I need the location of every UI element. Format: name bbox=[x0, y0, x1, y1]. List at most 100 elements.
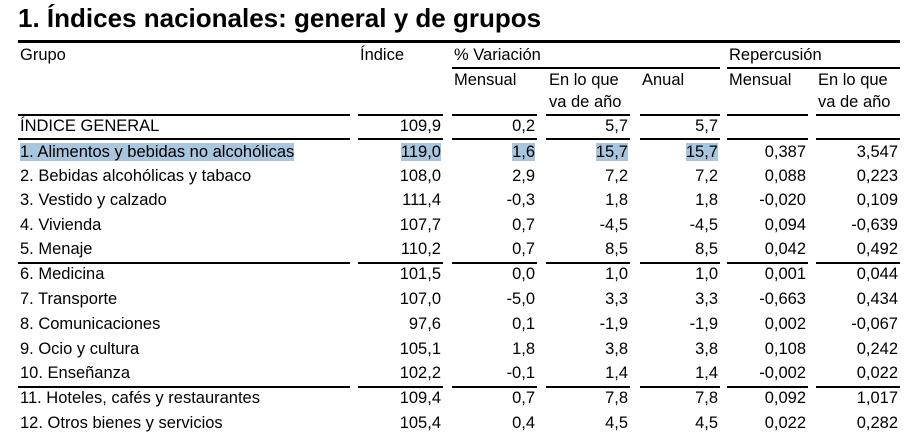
cell-rep-ano: 1,017 bbox=[856, 389, 898, 407]
header-variacion: % Variación bbox=[454, 46, 541, 64]
cell-var-mensual: 0,7 bbox=[512, 240, 535, 258]
divider bbox=[727, 67, 900, 69]
cell-var-mensual: 0,4 bbox=[512, 414, 535, 432]
cell-rep-mensual: -0,002 bbox=[759, 364, 806, 382]
header-repercusion: Repercusión bbox=[729, 46, 822, 64]
cell-indice: 101,5 bbox=[399, 265, 441, 283]
cell-var-mensual: -0,3 bbox=[506, 191, 535, 209]
cell-var-anual: 1,0 bbox=[695, 265, 718, 283]
cell-var-anual: 1,8 bbox=[695, 191, 718, 209]
page-title: 1. Índices nacionales: general y de grup… bbox=[18, 3, 542, 33]
cell-rep-mensual: 0,387 bbox=[764, 143, 806, 161]
cell-rep-ano: 0,022 bbox=[856, 364, 898, 382]
cell-var-mensual: 0,2 bbox=[512, 117, 535, 135]
cell-var-mensual: 1,6 bbox=[512, 143, 535, 161]
cell-var-ano: 7,8 bbox=[605, 389, 628, 407]
cell-grupo: 4. Vivienda bbox=[20, 216, 102, 234]
header-var-ano-2: va de año bbox=[549, 93, 622, 111]
cell-rep-ano: -0,639 bbox=[851, 216, 898, 234]
cell-var-ano: 3,8 bbox=[605, 340, 628, 358]
header-rep-ano-1: En lo que bbox=[818, 71, 888, 89]
divider bbox=[816, 386, 900, 388]
cell-indice: 110,2 bbox=[400, 240, 441, 258]
cell-rep-ano: 0,492 bbox=[856, 240, 898, 258]
cell-rep-mensual: -0,020 bbox=[759, 191, 806, 209]
cell-var-anual: -1,9 bbox=[689, 315, 718, 333]
cell-var-ano: 3,3 bbox=[605, 290, 628, 308]
divider bbox=[452, 386, 537, 388]
cell-grupo: 7. Transporte bbox=[20, 290, 118, 308]
cell-var-ano: 8,5 bbox=[605, 240, 628, 258]
cell-var-mensual: 0,7 bbox=[512, 216, 535, 234]
divider bbox=[546, 114, 630, 116]
divider bbox=[727, 386, 808, 388]
divider bbox=[546, 138, 630, 140]
cell-var-mensual: 0,0 bbox=[512, 265, 535, 283]
divider bbox=[452, 67, 720, 69]
header-rep-mensual: Mensual bbox=[729, 71, 792, 89]
divider bbox=[816, 262, 900, 264]
cell-indice: 109,9 bbox=[399, 117, 441, 135]
divider bbox=[358, 262, 443, 264]
cell-var-ano: 15,7 bbox=[595, 143, 628, 161]
cell-var-anual: 15,7 bbox=[685, 143, 718, 161]
cell-var-ano: 1,8 bbox=[605, 191, 628, 209]
cell-grupo: 2. Bebidas alcohólicas y tabaco bbox=[20, 167, 252, 185]
cell-rep-ano: 0,109 bbox=[856, 191, 898, 209]
divider bbox=[452, 138, 537, 140]
header-indice: Índice bbox=[360, 46, 405, 64]
divider bbox=[546, 386, 630, 388]
header-var-ano-1: En lo que bbox=[549, 71, 619, 89]
header-grupo: Grupo bbox=[20, 46, 66, 64]
cell-rep-ano: 0,282 bbox=[856, 414, 898, 432]
cell-var-anual: -4,5 bbox=[689, 216, 718, 234]
cell-var-ano: 7,2 bbox=[605, 167, 628, 185]
cell-var-mensual: 2,9 bbox=[512, 167, 535, 185]
cell-indice: 108,0 bbox=[399, 167, 441, 185]
cell-var-anual: 1,4 bbox=[695, 364, 718, 382]
cell-rep-mensual: 0,094 bbox=[764, 216, 806, 234]
divider bbox=[816, 138, 900, 140]
divider bbox=[18, 262, 350, 264]
cell-indice: 102,2 bbox=[399, 364, 441, 382]
divider bbox=[640, 138, 720, 140]
header-rep-ano-2: va de año bbox=[818, 93, 891, 111]
header-var-mensual: Mensual bbox=[454, 71, 517, 89]
cell-var-mensual: -0,1 bbox=[506, 364, 535, 382]
cell-rep-mensual: 0,108 bbox=[764, 340, 806, 358]
cell-var-ano: 1,4 bbox=[605, 364, 628, 382]
divider bbox=[358, 138, 443, 140]
header-var-anual: Anual bbox=[642, 71, 685, 89]
top-rule bbox=[18, 40, 900, 43]
cell-var-mensual: 0,1 bbox=[512, 315, 535, 333]
divider bbox=[816, 114, 900, 116]
cell-indice: 111,4 bbox=[402, 191, 441, 209]
cell-grupo: 9. Ocio y cultura bbox=[20, 340, 140, 358]
cell-grupo: 10. Enseñanza bbox=[20, 364, 131, 382]
cell-rep-mensual: 0,042 bbox=[764, 240, 806, 258]
divider bbox=[358, 114, 443, 116]
cell-var-mensual: -5,0 bbox=[506, 290, 535, 308]
divider bbox=[727, 138, 808, 140]
cell-grupo: 11. Hoteles, cafés y restaurantes bbox=[20, 389, 260, 407]
cell-grupo: 5. Menaje bbox=[20, 240, 93, 258]
cell-indice: 107,7 bbox=[399, 216, 441, 234]
cell-var-ano: 5,7 bbox=[605, 117, 628, 135]
divider bbox=[727, 262, 808, 264]
cell-var-anual: 5,7 bbox=[695, 117, 718, 135]
divider bbox=[727, 114, 808, 116]
cell-rep-ano: 3,547 bbox=[856, 143, 898, 161]
cell-var-mensual: 0,7 bbox=[512, 389, 535, 407]
cell-grupo: ÍNDICE GENERAL bbox=[20, 117, 160, 135]
cell-rep-ano: 0,223 bbox=[856, 167, 898, 185]
cell-var-ano: 4,5 bbox=[605, 414, 628, 432]
cell-rep-mensual: 0,092 bbox=[764, 389, 806, 407]
cell-var-anual: 3,8 bbox=[695, 340, 718, 358]
cell-rep-ano: 0,434 bbox=[856, 290, 898, 308]
divider bbox=[640, 114, 720, 116]
cell-indice: 109,4 bbox=[399, 389, 441, 407]
cell-var-ano: 1,0 bbox=[605, 265, 628, 283]
cell-rep-mensual: 0,002 bbox=[764, 315, 806, 333]
cell-indice: 107,0 bbox=[399, 290, 441, 308]
divider bbox=[18, 114, 350, 116]
